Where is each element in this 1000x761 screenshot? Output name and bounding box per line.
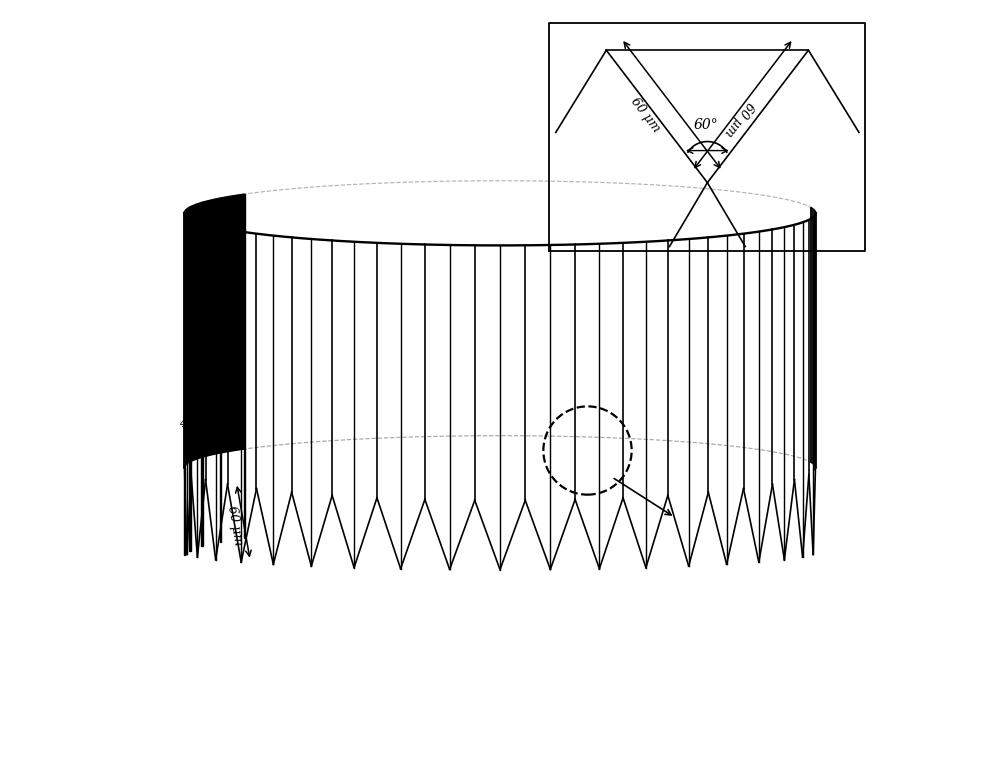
Text: 60 μm: 60 μm xyxy=(722,99,757,139)
Polygon shape xyxy=(184,194,245,468)
Polygon shape xyxy=(189,207,191,551)
Polygon shape xyxy=(184,212,185,556)
Polygon shape xyxy=(244,194,245,538)
Polygon shape xyxy=(811,207,816,468)
Text: 60 μm: 60 μm xyxy=(628,95,662,135)
Text: 40 μm: 40 μm xyxy=(179,417,219,430)
Polygon shape xyxy=(220,198,221,542)
Polygon shape xyxy=(201,202,203,546)
Text: 60 μm: 60 μm xyxy=(225,505,245,546)
Text: 60°: 60° xyxy=(694,118,718,132)
